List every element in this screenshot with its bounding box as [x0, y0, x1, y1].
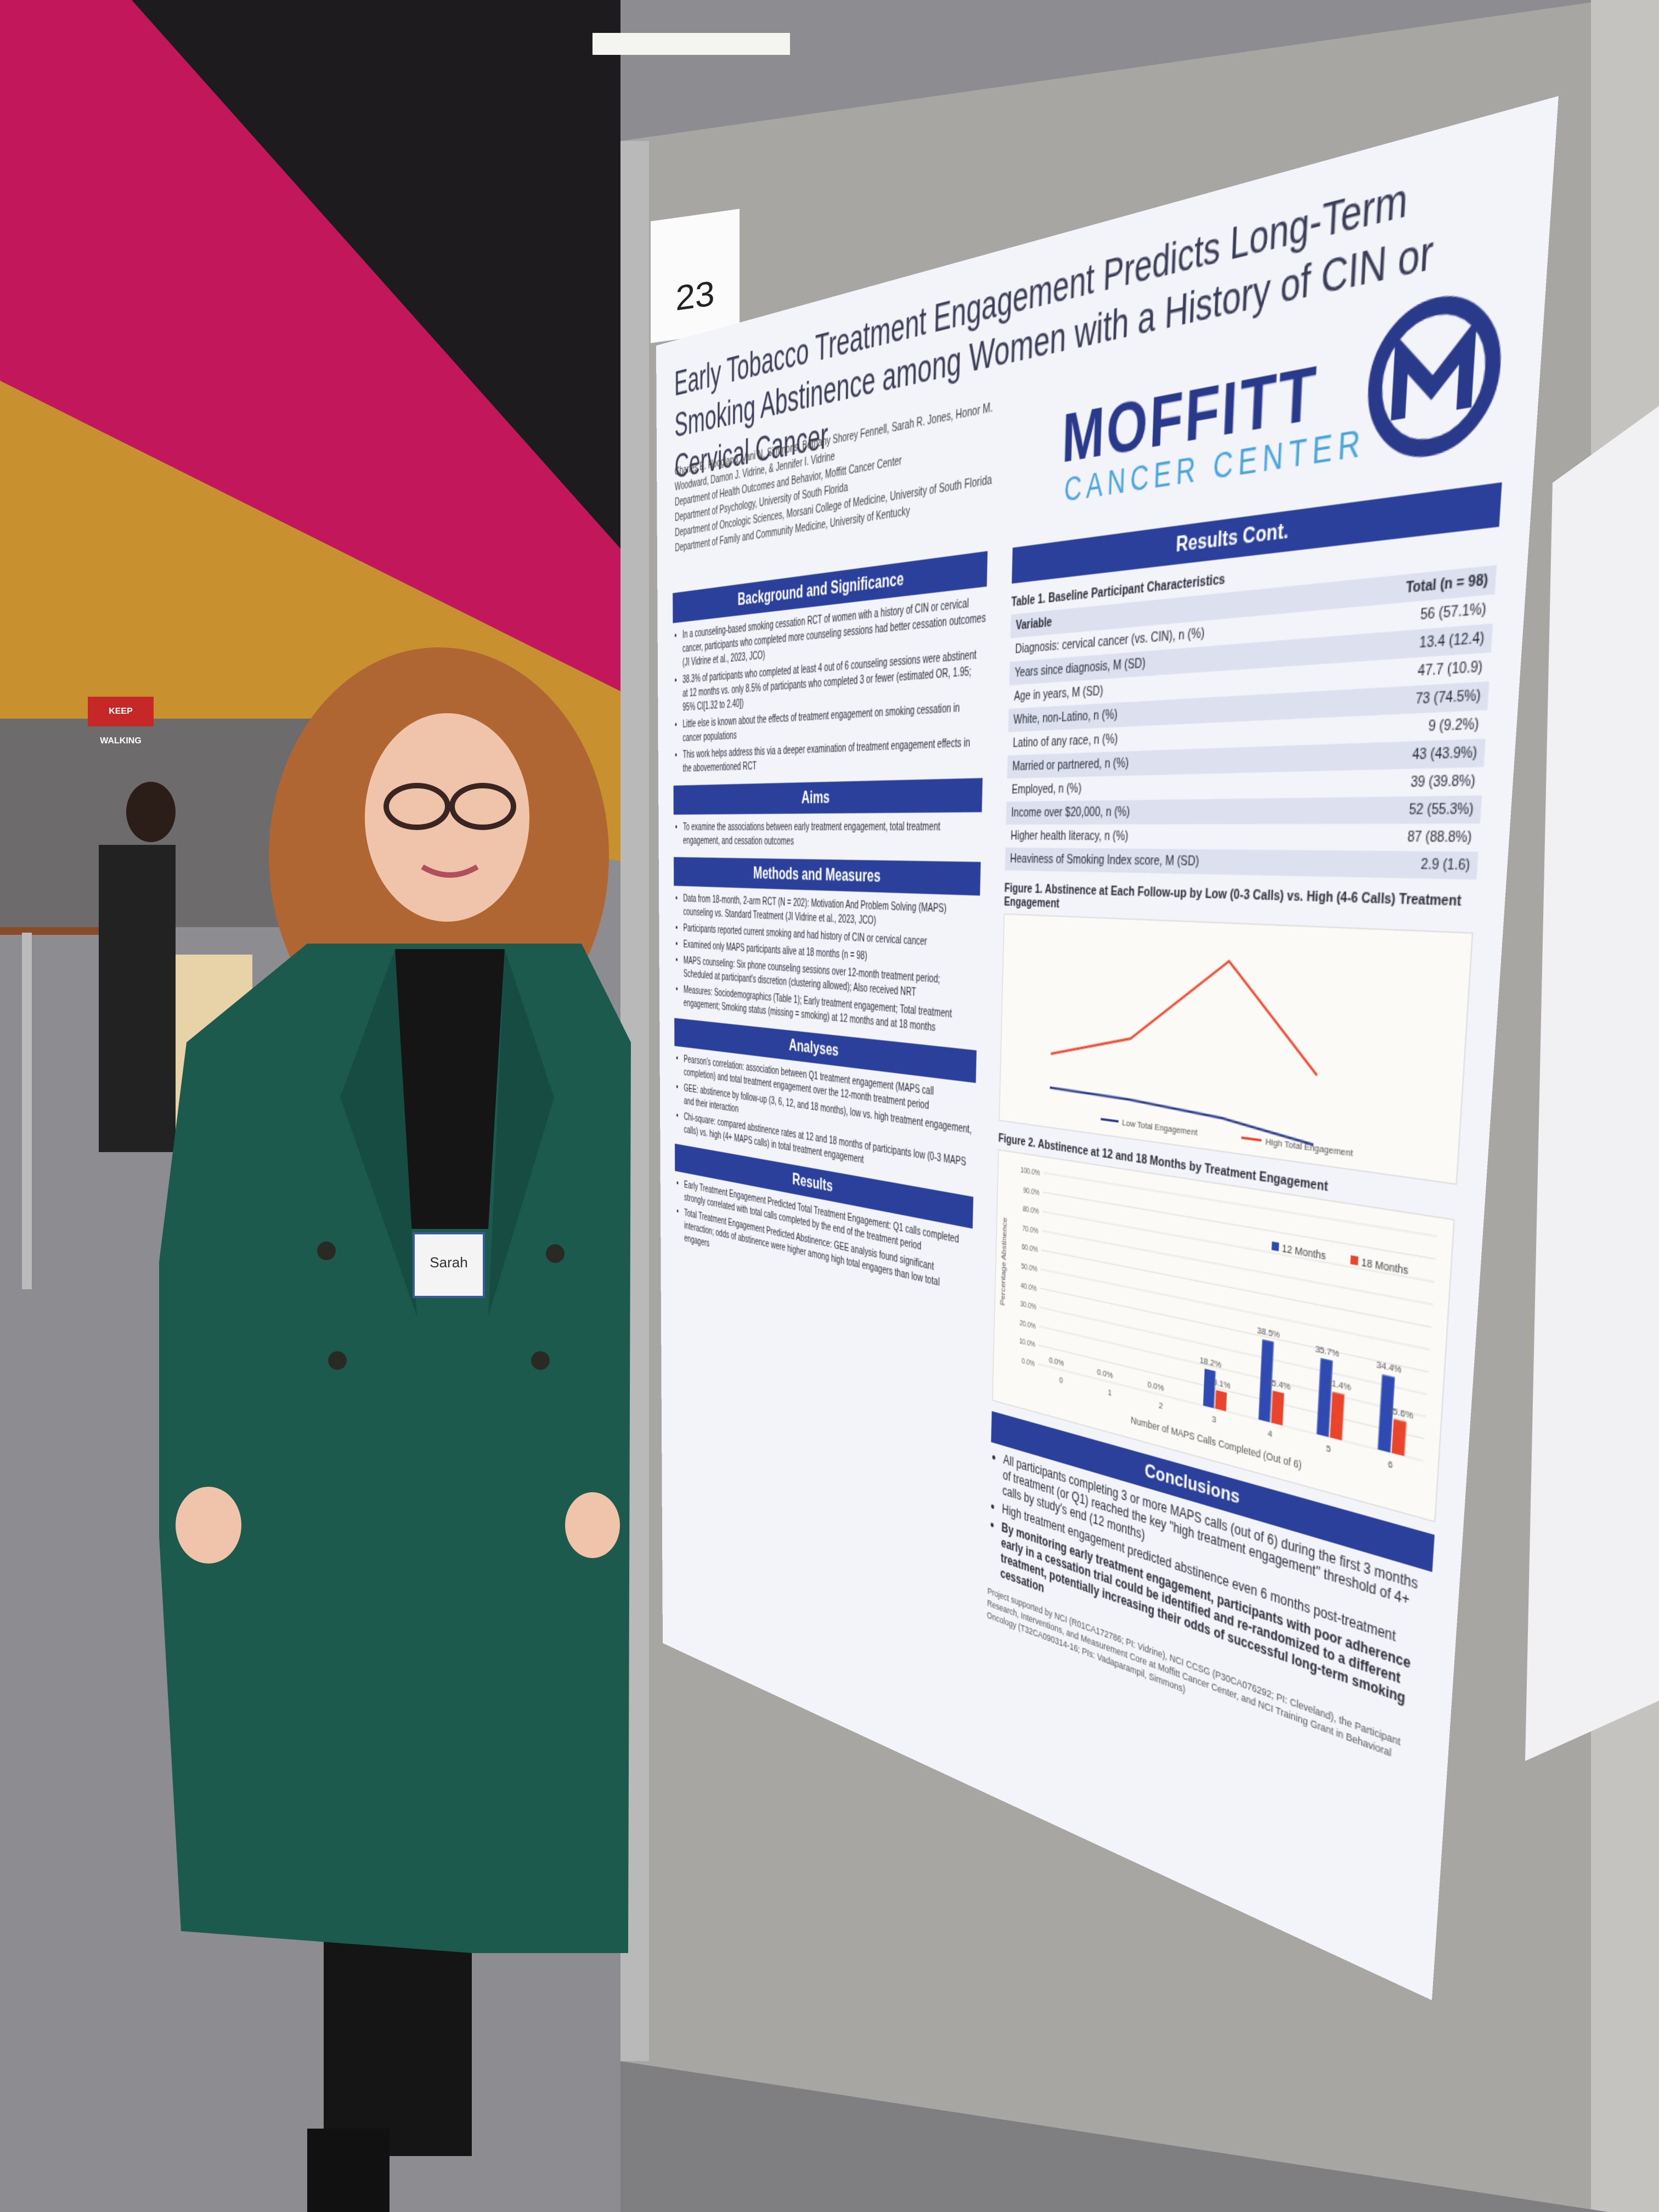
legend-label: 12 Months: [1282, 1242, 1326, 1262]
bullet-list: Data from 18-month, 2-arm RCT (N = 202):…: [674, 891, 980, 1040]
y-tick-label: 80.0%: [1023, 1205, 1039, 1216]
table: Variable Total (n = 98) Diagnosis: cervica…: [1005, 565, 1497, 880]
section-heading: Methods and Measures: [674, 857, 981, 896]
lapel: [340, 949, 417, 1317]
ceiling-light: [592, 33, 790, 55]
button: [328, 1351, 347, 1370]
legend-swatch: [1101, 1119, 1118, 1121]
black-top: [395, 949, 505, 1229]
ceiling: [132, 0, 620, 549]
bar: [1215, 1390, 1227, 1412]
lapel: [488, 949, 554, 1317]
section-heading: Aims: [673, 778, 983, 815]
line: [1051, 951, 1322, 1082]
y-tick-label: 70.0%: [1022, 1224, 1039, 1235]
y-tick-label: 100.0%: [1020, 1166, 1040, 1177]
logo-icon: [1363, 281, 1507, 467]
value-label: 0.0%: [1097, 1367, 1113, 1381]
hand: [176, 1487, 241, 1564]
bar: [1391, 1419, 1407, 1457]
y-tick-label: 10.0%: [1019, 1338, 1035, 1350]
board-shadow: [620, 2061, 1608, 2212]
glasses: [383, 783, 450, 830]
x-tick-label: 1: [1108, 1387, 1112, 1398]
button: [317, 1242, 336, 1260]
table-leg: [22, 933, 32, 1289]
legend-swatch: [1242, 1138, 1262, 1141]
x-tick-label: 6: [1387, 1458, 1393, 1470]
y-tick-label: 60.0%: [1022, 1244, 1038, 1255]
y-tick-label: 40.0%: [1020, 1282, 1037, 1293]
bar: [1330, 1391, 1345, 1441]
y-axis-label: Percentage Abstinence: [999, 1217, 1009, 1306]
button: [531, 1351, 550, 1370]
table-cell: 87 (88.8%): [1407, 829, 1472, 847]
staff-head: [126, 782, 176, 842]
hand: [565, 1492, 620, 1558]
value-label: 18.2%: [1199, 1355, 1222, 1370]
logo-m: [1398, 341, 1468, 419]
grid-line: [1043, 1192, 1436, 1259]
value-label: 9.1%: [1213, 1376, 1231, 1391]
y-tick-label: 50.0%: [1021, 1263, 1037, 1274]
x-tick-label: 4: [1267, 1427, 1273, 1440]
poster: Early Tobacco Treatment Engagement Predi…: [656, 95, 1559, 2000]
table-row: Higher health literacy, n (%) 87 (88.8%): [1006, 823, 1480, 851]
legend-label: High Total Engagement: [1265, 1136, 1354, 1159]
bullet-list: In a counseling-based smoking cessation …: [673, 594, 986, 776]
button: [546, 1244, 565, 1263]
value-label: 38.5%: [1257, 1325, 1280, 1341]
y-tick-label: 20.0%: [1019, 1319, 1036, 1331]
grid-line: [1040, 1307, 1427, 1395]
next-poster: [1525, 406, 1659, 1761]
table-cell: Higher health literacy, n (%): [1010, 829, 1129, 844]
table-cell: Income over $20,000, n (%): [1006, 797, 1338, 825]
bullet-list: To examine the associations between earl…: [674, 819, 982, 851]
table-cell: 52 (55.3%): [1335, 795, 1482, 824]
legend-swatch: [1271, 1241, 1279, 1251]
figure-1: Low Total Engagement High Total Engagemen…: [1000, 915, 1354, 1159]
table-row: Heaviness of Smoking Index score, M (SD)…: [1005, 847, 1479, 880]
line: [1049, 1087, 1315, 1144]
name-badge: Sarah: [413, 1232, 485, 1298]
table-cell: 2.9 (1.6): [1333, 850, 1479, 880]
legend-swatch: [1350, 1255, 1359, 1266]
x-tick-label: 0: [1059, 1374, 1064, 1385]
legend-label: 18 Months: [1361, 1256, 1409, 1277]
face: [365, 713, 529, 922]
staff-body: [99, 845, 176, 1152]
glasses: [449, 783, 516, 830]
left-column: Background and SignificanceIn a counseli…: [673, 539, 988, 1316]
value-label: 35.7%: [1315, 1343, 1340, 1359]
value-label: 0.0%: [1147, 1379, 1164, 1393]
bullet: To examine the associations between earl…: [683, 819, 982, 851]
bar: [1203, 1368, 1216, 1408]
y-tick-label: 30.0%: [1020, 1300, 1036, 1312]
figure: 0.0% 10.0% 20.0% 30.0% 40.0% 50.0% 60.0% 70.0% 8…: [992, 1149, 1455, 1523]
poster-number-text: 23: [675, 273, 715, 319]
bar: [1271, 1390, 1284, 1426]
y-tick-label: 90.0%: [1023, 1186, 1040, 1197]
x-tick-label: 3: [1212, 1413, 1217, 1425]
y-tick-label: 0.0%: [1022, 1357, 1035, 1368]
smile: [421, 864, 479, 878]
exit-sign: KEEP WALKING: [88, 697, 154, 746]
x-tick-label: 2: [1159, 1400, 1164, 1411]
figure: Low Total Engagement High Total Engagemen…: [998, 913, 1474, 1185]
table-cell: Heaviness of Smoking Index score, M (SD): [1005, 847, 1335, 877]
grid-line: [1043, 1173, 1437, 1237]
value-label: 0.0%: [1049, 1355, 1064, 1368]
boot: [307, 2129, 390, 2212]
grid-line: [1041, 1269, 1430, 1350]
grid-line: [1042, 1211, 1435, 1282]
legend-label: Low Total Engagement: [1122, 1117, 1198, 1138]
table-top: [0, 927, 99, 935]
x-tick-label: 5: [1326, 1442, 1331, 1455]
value-label: 34.4%: [1376, 1359, 1402, 1376]
table-cell: 43 (43.9%): [1338, 738, 1486, 771]
table-cell: 39 (39.8%): [1410, 772, 1476, 791]
right-column: Results Cont. Table 1. Baseline Participa…: [987, 467, 1503, 1785]
poster-number: 23: [651, 208, 740, 343]
